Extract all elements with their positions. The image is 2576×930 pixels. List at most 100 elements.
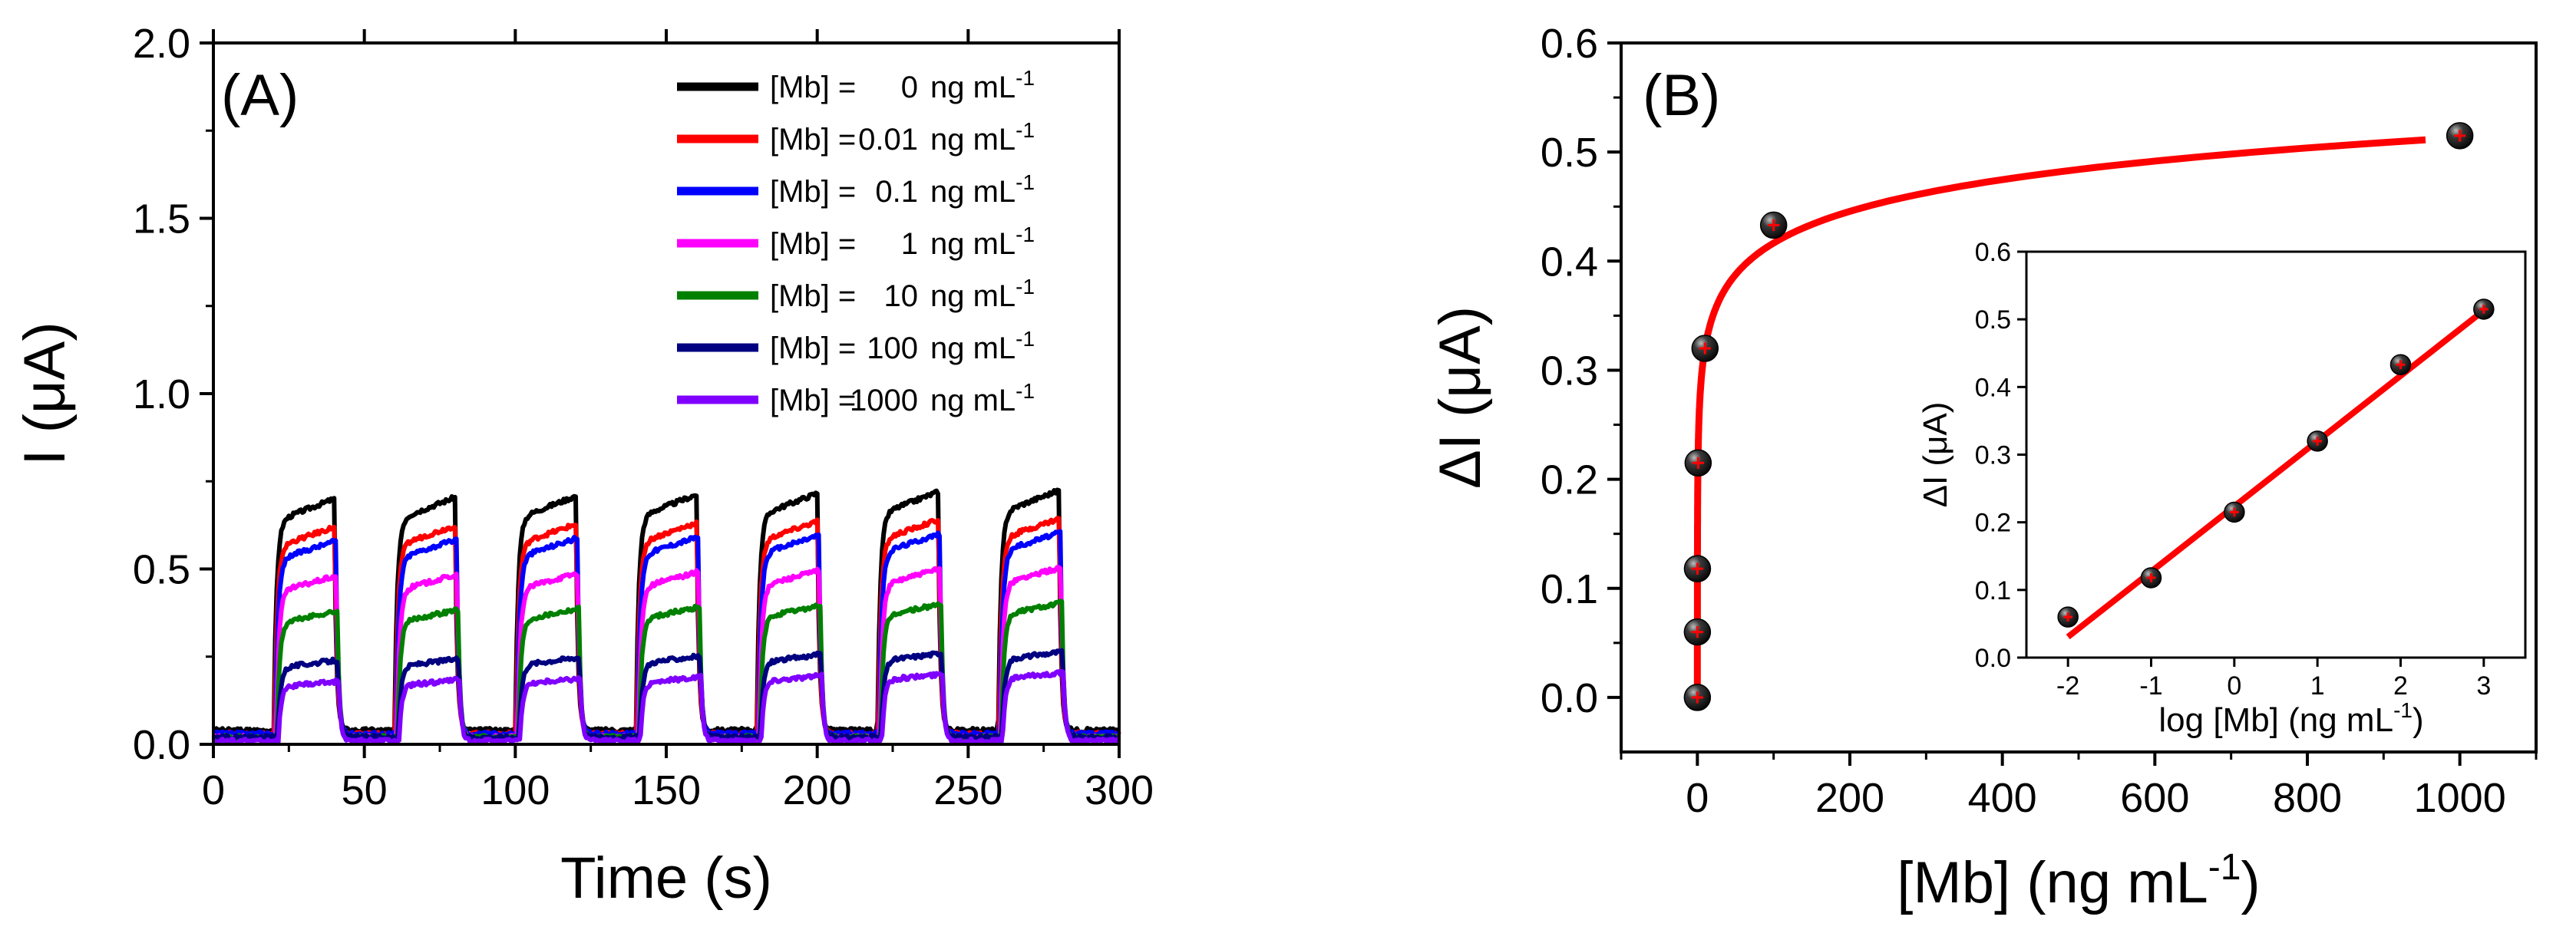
legend-unit-main: ng mL: [930, 279, 1016, 313]
panel-b-data-point: [1691, 335, 1719, 362]
legend-unit: ng mL-1: [930, 170, 1035, 209]
inset-data-point: [2140, 567, 2162, 589]
panel-b-x-tick-label: 0: [1686, 775, 1709, 821]
panel-b-ticks: 0 200 400 600 800 1000 0.0 0.1 0.2 0.3 0.4 0.5 0.6: [1541, 21, 2538, 821]
panel-a-y-tick-label: 1.0: [133, 371, 190, 417]
panel-b-y-tick-label: 0.4: [1541, 239, 1598, 285]
inset-x-axis-label: log [Mb] (ng mL-1): [2158, 698, 2423, 739]
legend-unit-main: ng mL: [930, 384, 1016, 417]
legend-unit-sup: -1: [1016, 170, 1035, 194]
inset-data-point: [2307, 430, 2328, 452]
legend-unit: ng mL-1: [930, 66, 1035, 104]
panel-a-y-tick-label: 1.5: [133, 196, 190, 242]
legend-value: 10: [884, 279, 919, 313]
panel-b: 0 200 400 600 800 1000 0.0 0.1 0.2 0.3 0.4 0.5 0.6 (…: [1428, 21, 2538, 915]
inset-data-points: [2057, 298, 2495, 628]
legend-prefix: [Mb] =: [770, 123, 856, 157]
panel-a-x-tick-label: 200: [783, 767, 852, 813]
panel-b-data-point: [1684, 449, 1712, 477]
legend-unit-sup: -1: [1016, 118, 1035, 142]
legend-unit-main: ng mL: [930, 123, 1016, 157]
legend-unit-sup: -1: [1016, 66, 1035, 90]
inset-x-tick-label: -2: [2056, 671, 2079, 701]
legend-unit: ng mL-1: [930, 223, 1035, 261]
panel-b-x-axis-label-sup: -1: [2208, 847, 2241, 888]
inset-y-axis-label: ΔI (μA): [1917, 402, 1954, 508]
panel-b-x-tick-label: 800: [2273, 775, 2342, 821]
panel-a-x-tick-label: 0: [202, 767, 225, 813]
panel-b-data-point: [1683, 555, 1712, 582]
inset-x-tick-label: 3: [2476, 671, 2491, 701]
legend-value: 1000: [850, 384, 918, 417]
legend-prefix: [Mb] =: [770, 331, 856, 365]
legend-unit-sup: -1: [1016, 223, 1035, 246]
inset-x-tick-label: 0: [2227, 671, 2241, 701]
inset-y-tick-label: 0.3: [1975, 441, 2011, 470]
legend-unit: ng mL-1: [930, 275, 1035, 313]
panel-b-x-tick-label: 600: [2120, 775, 2189, 821]
legend-prefix: [Mb] =: [770, 227, 856, 261]
panel-a-legend: [Mb] = 0 ng mL-1[Mb] = 0.01 ng mL-1[Mb] = 0.1…: [677, 66, 1035, 417]
inset-x-tick-label: 1: [2310, 671, 2325, 701]
panel-a-x-axis-label: Time (s): [560, 846, 772, 911]
panel-b-y-tick-label: 0.1: [1541, 566, 1598, 612]
panel-b-data-point: [1683, 618, 1712, 646]
inset-x-tick-label: -1: [2139, 671, 2162, 701]
panel-a-x-tick-label: 50: [342, 767, 388, 813]
inset-fit-line: [2066, 308, 2486, 640]
panel-a-y-tick-label: 2.0: [133, 21, 190, 67]
panel-b-data-point: [1759, 211, 1788, 239]
panel-a-y-tick-label: 0.0: [133, 722, 190, 768]
panel-b-x-tick-label: 400: [1968, 775, 2037, 821]
legend-value: 0: [901, 71, 918, 104]
legend-value: 0.1: [875, 175, 918, 209]
inset-data-point: [2057, 606, 2079, 628]
inset-y-tick-label: 0.5: [1975, 305, 2011, 335]
panel-b-y-tick-label: 0.3: [1541, 348, 1598, 394]
panel-a-y-axis-label: I (μA): [12, 322, 78, 465]
inset-data-point: [2389, 354, 2412, 375]
panel-a-x-tick-label: 250: [933, 767, 1002, 813]
panel-a-series-line: [211, 648, 1120, 742]
panel-b-x-tick-label: 1000: [2414, 775, 2506, 821]
panel-a-x-tick-label: 300: [1085, 767, 1154, 813]
panel-a-series-line: [213, 487, 1121, 735]
panel-b-x-tick-label: 200: [1815, 775, 1884, 821]
legend-unit-main: ng mL: [930, 71, 1016, 104]
legend-prefix: [Mb] =: [770, 279, 856, 313]
inset-ticks: -2 -1 0 1 2 3 0.0 0.1 0.2 0.3 0.4 0.5 0.6: [1975, 238, 2492, 701]
legend-unit-sup: -1: [1016, 379, 1035, 403]
panel-b-data-point: [2446, 122, 2474, 150]
panel-a-x-tick-label: 150: [632, 767, 701, 813]
inset-y-tick-label: 0.2: [1975, 509, 2011, 538]
panel-a-series-line: [213, 529, 1121, 738]
panel-a-series-line: [211, 565, 1121, 742]
panel-b-data-point: [1683, 684, 1712, 711]
legend-unit-main: ng mL: [930, 331, 1016, 365]
panel-a-series-group: [211, 487, 1121, 746]
panel-b-label: (B): [1643, 63, 1720, 128]
legend-unit-sup: -1: [1016, 275, 1035, 298]
panel-b-y-tick-label: 0.5: [1541, 130, 1598, 176]
legend-prefix: [Mb] =: [770, 384, 856, 417]
panel-a-label: (A): [221, 63, 299, 128]
legend-value: 0.01: [858, 123, 918, 157]
panel-a-y-tick-label: 0.5: [133, 547, 190, 593]
inset-x-tick-label: 2: [2393, 671, 2408, 701]
panel-a-series-line: [211, 516, 1121, 738]
legend-unit-main: ng mL: [930, 227, 1016, 261]
legend-value: 100: [867, 331, 918, 365]
legend-unit: ng mL-1: [930, 118, 1035, 157]
legend-unit: ng mL-1: [930, 379, 1035, 417]
legend-unit-main: ng mL: [930, 175, 1016, 209]
inset-data-point: [2473, 298, 2495, 320]
legend-prefix: [Mb] =: [770, 175, 856, 209]
panel-b-x-axis-label-tail: ): [2241, 850, 2260, 915]
legend-prefix: [Mb] =: [770, 71, 856, 104]
panel-b-inset: -2 -1 0 1 2 3 0.0 0.1 0.2 0.3 0.4 0.5 0.6 log [Mb] (…: [1917, 238, 2527, 739]
panel-b-y-tick-label: 0.6: [1541, 21, 1598, 67]
inset-data-point: [2224, 501, 2245, 523]
